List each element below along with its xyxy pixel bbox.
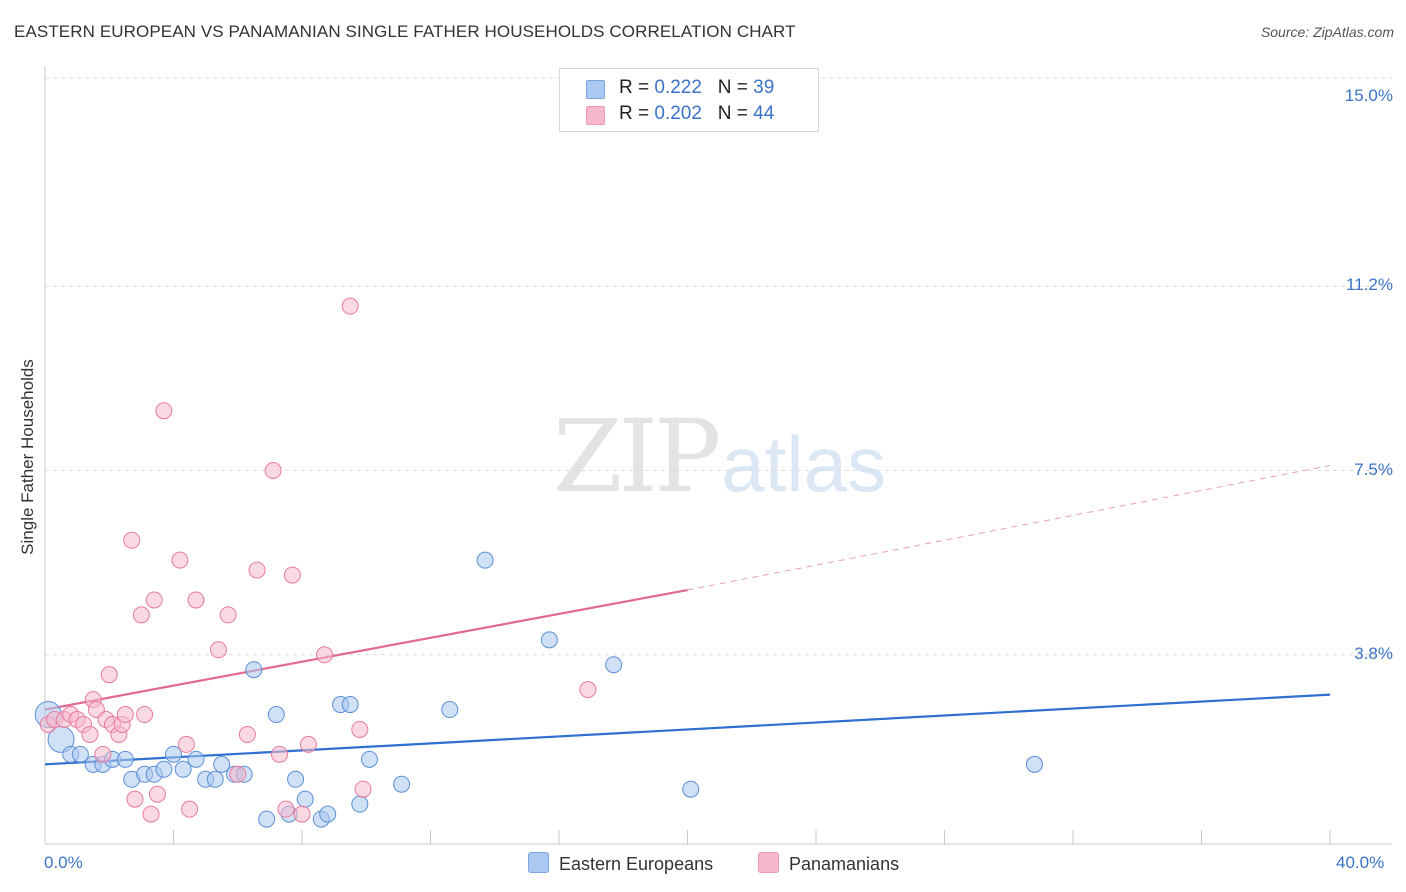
data-point bbox=[682, 780, 700, 798]
data-point bbox=[271, 745, 289, 763]
bottom-legend-eastern-europeans: Eastern Europeans bbox=[528, 852, 713, 875]
data-point bbox=[351, 795, 369, 813]
trend-lines bbox=[44, 465, 1331, 766]
data-point bbox=[238, 725, 256, 743]
data-point bbox=[315, 646, 333, 664]
data-point bbox=[209, 641, 227, 659]
legend-stats: R = 0.202 N = 44 bbox=[619, 103, 775, 124]
grid-lines bbox=[45, 77, 1392, 656]
data-point bbox=[81, 725, 99, 743]
data-point bbox=[287, 770, 305, 788]
data-point bbox=[267, 706, 285, 724]
data-point bbox=[142, 805, 160, 823]
data-point bbox=[171, 551, 189, 569]
bottom-legend-label: Eastern Europeans bbox=[559, 854, 714, 874]
data-point bbox=[605, 656, 623, 674]
data-point bbox=[187, 591, 205, 609]
watermark-zip: ZIP bbox=[553, 398, 721, 515]
data-point bbox=[94, 745, 112, 763]
data-point bbox=[360, 750, 378, 768]
data-point bbox=[248, 561, 266, 579]
data-point bbox=[155, 760, 173, 778]
data-point bbox=[132, 606, 150, 624]
watermark: ZIPatlas bbox=[553, 398, 886, 515]
watermark-atlas: atlas bbox=[721, 420, 887, 508]
data-point bbox=[174, 760, 192, 778]
data-point bbox=[165, 745, 182, 763]
x-tick-label-max: 40.0% bbox=[1336, 853, 1385, 872]
chart-title: EASTERN EUROPEAN VS PANAMANIAN SINGLE FA… bbox=[14, 22, 796, 41]
source-label: Source: ZipAtlas.com bbox=[1260, 24, 1394, 40]
data-point bbox=[123, 531, 141, 549]
data-point bbox=[351, 720, 369, 738]
data-point bbox=[441, 701, 459, 719]
data-point bbox=[100, 666, 118, 684]
data-point bbox=[277, 800, 295, 818]
data-point bbox=[181, 800, 199, 818]
legend-swatch-pink bbox=[586, 106, 605, 125]
data-point bbox=[579, 681, 597, 699]
trend-line bbox=[44, 588, 688, 711]
data-point bbox=[213, 755, 231, 773]
data-point bbox=[393, 775, 411, 793]
y-axis-label: Single Father Households bbox=[18, 359, 37, 555]
legend-swatch-blue bbox=[586, 80, 605, 99]
data-point bbox=[126, 790, 144, 808]
trend-line bbox=[44, 693, 1331, 766]
data-point bbox=[206, 770, 224, 788]
y-tick-label: 15.0% bbox=[1344, 86, 1393, 105]
data-point bbox=[116, 750, 134, 768]
data-point bbox=[296, 790, 314, 808]
data-point bbox=[341, 297, 359, 315]
x-tick-label-min: 0.0% bbox=[44, 853, 83, 872]
data-point bbox=[245, 661, 263, 679]
data-point bbox=[354, 780, 372, 798]
data-point bbox=[229, 765, 247, 783]
data-point bbox=[293, 805, 311, 823]
data-point bbox=[1025, 755, 1043, 773]
bottom-legend-swatch-pink bbox=[758, 852, 779, 873]
data-points bbox=[34, 297, 1043, 828]
data-point bbox=[283, 566, 301, 584]
legend-stats: R = 0.222 N = 39 bbox=[619, 77, 775, 98]
y-tick-label: 11.2% bbox=[1346, 275, 1393, 295]
bottom-legend-label: Panamanians bbox=[789, 854, 900, 874]
trend-line-extension bbox=[687, 465, 1331, 591]
data-point bbox=[145, 591, 163, 609]
correlation-legend: R = 0.222 N = 39 R = 0.202 N = 44 bbox=[559, 68, 819, 132]
data-point bbox=[264, 462, 282, 479]
data-point bbox=[299, 735, 317, 753]
data-point bbox=[319, 805, 337, 823]
data-point bbox=[148, 785, 166, 803]
data-point bbox=[116, 706, 134, 724]
data-point bbox=[476, 551, 494, 569]
data-point bbox=[136, 706, 154, 724]
data-point bbox=[155, 402, 173, 420]
y-tick-label: 3.8% bbox=[1354, 643, 1393, 663]
y-tick-label: 7.5% bbox=[1354, 459, 1393, 479]
data-point bbox=[219, 606, 237, 624]
data-point bbox=[258, 810, 276, 828]
bottom-legend-swatch-blue bbox=[528, 852, 549, 873]
data-point bbox=[341, 696, 359, 714]
bottom-legend-panamanians: Panamanians bbox=[758, 852, 899, 875]
data-point bbox=[540, 631, 558, 649]
data-point bbox=[71, 745, 89, 763]
data-point bbox=[177, 735, 195, 753]
data-point bbox=[187, 750, 205, 768]
